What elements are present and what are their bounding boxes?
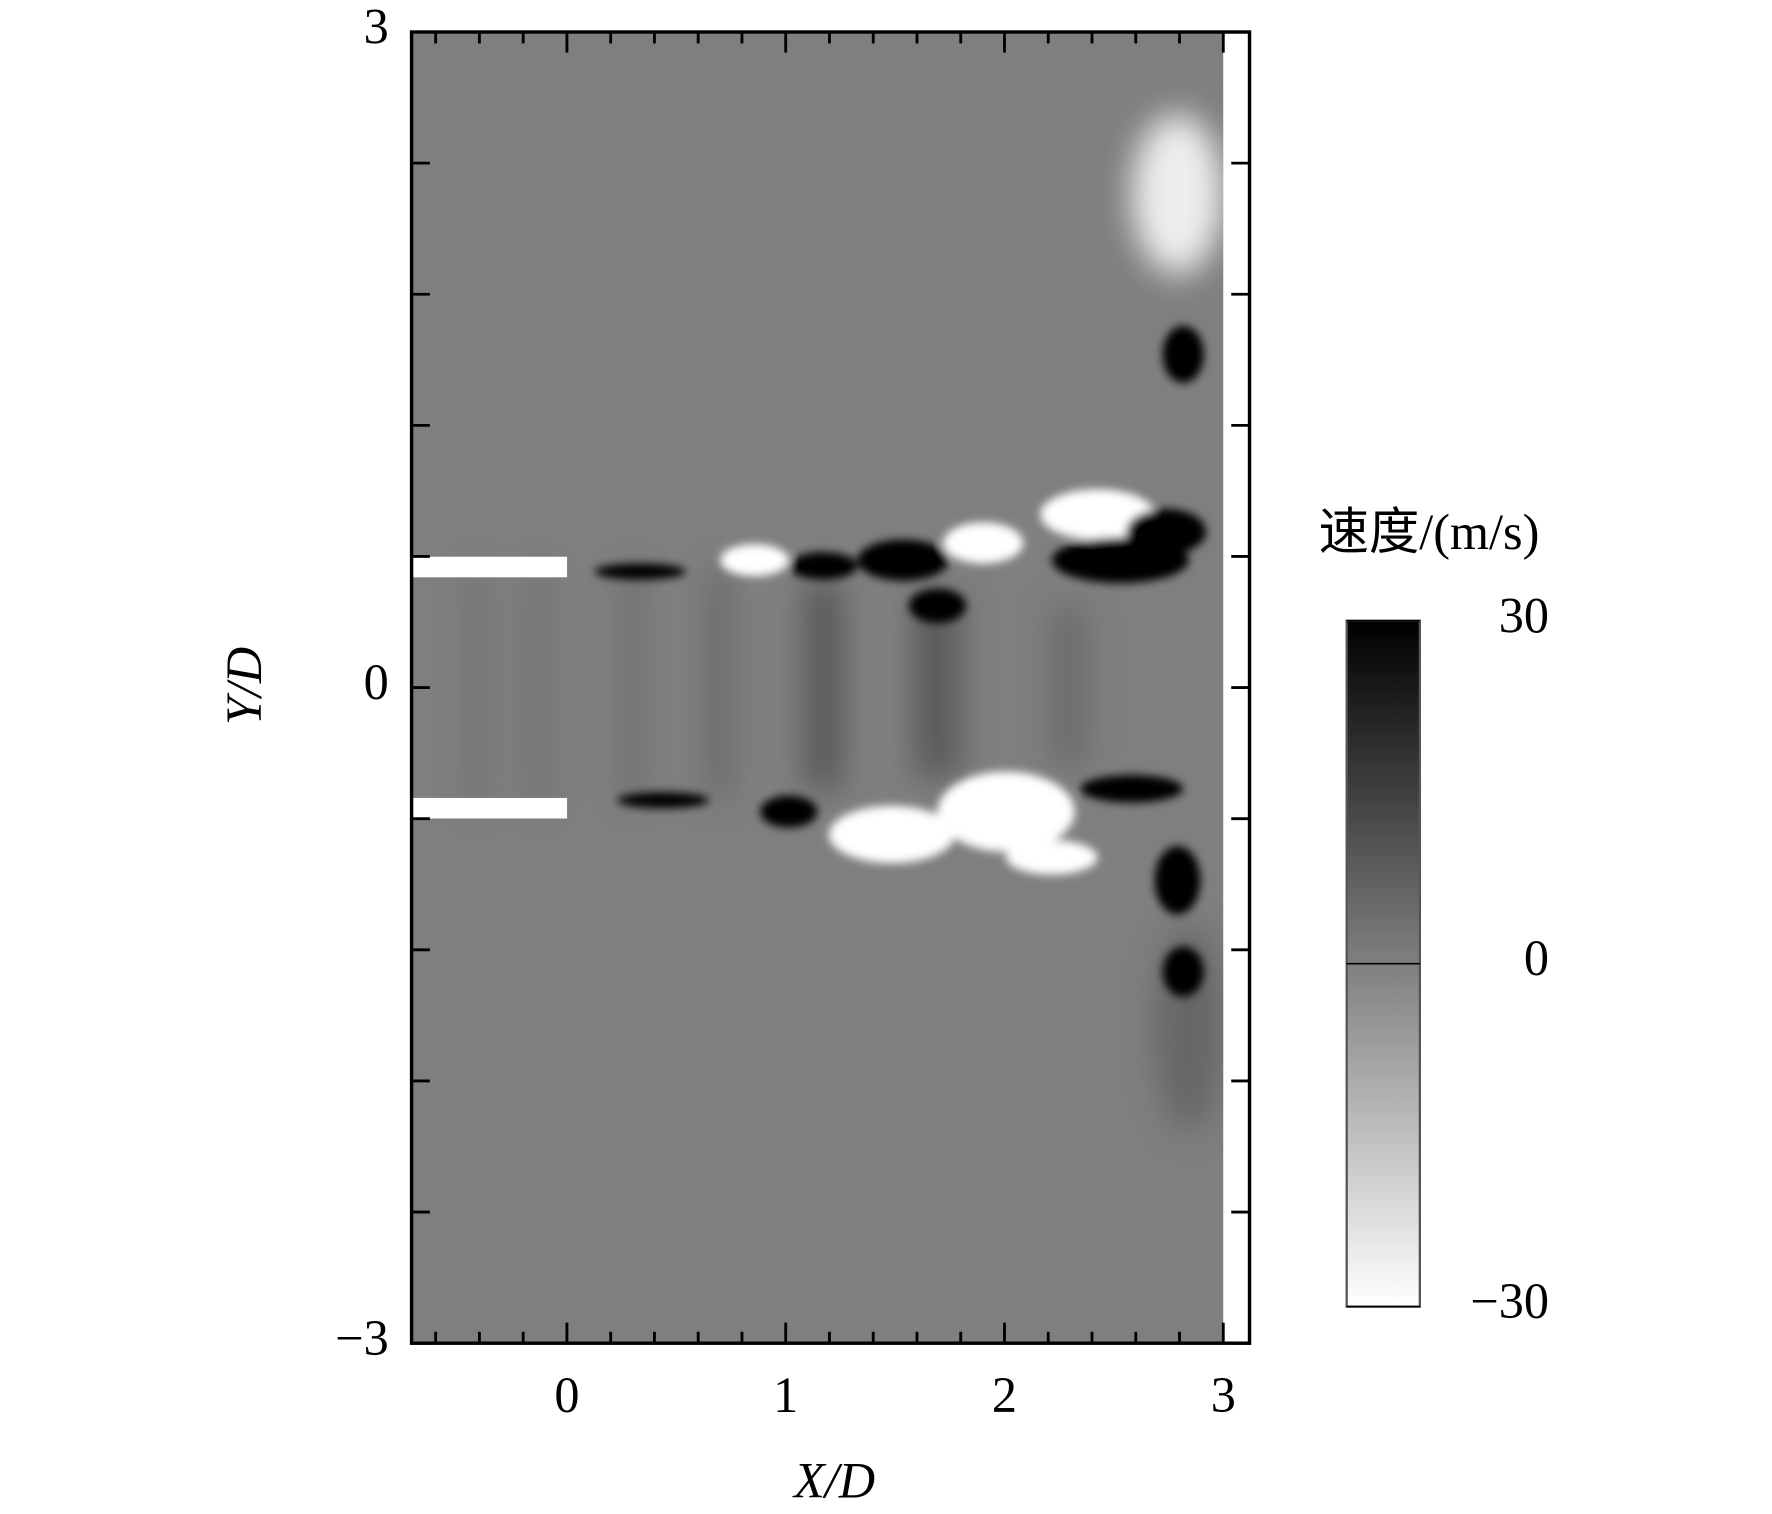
- y-axis-label: Y/D: [216, 647, 272, 725]
- y-tick-label: 3: [364, 0, 389, 55]
- colorbar-tick-label: 0: [1524, 930, 1549, 986]
- colorbar-tick-label: −30: [1470, 1273, 1549, 1329]
- band: [708, 571, 730, 801]
- vortex: [1080, 775, 1184, 803]
- vortex: [1162, 946, 1204, 997]
- x-tick-label: 3: [1211, 1367, 1236, 1423]
- x-axis-label: X/D: [792, 1453, 875, 1509]
- nozzle-wall: [411, 797, 568, 819]
- vortex: [828, 805, 955, 864]
- band: [623, 571, 642, 801]
- vortex: [943, 522, 1024, 564]
- colorbar-tick-label: 30: [1499, 587, 1549, 643]
- vortex: [857, 539, 949, 581]
- band: [805, 583, 841, 789]
- x-tick-label: 1: [773, 1367, 798, 1423]
- vortex: [720, 544, 789, 577]
- vortex: [1126, 508, 1207, 555]
- colorbar-label: 速度/(m/s): [1319, 504, 1540, 560]
- vortex: [760, 795, 818, 828]
- vortex: [594, 563, 686, 580]
- shear-layer: [594, 325, 1207, 997]
- x-tick-label: 2: [992, 1367, 1017, 1423]
- y-tick-label: −3: [335, 1310, 389, 1366]
- jet-core-bands: [468, 114, 1224, 1132]
- x-tick-label: 0: [554, 1367, 579, 1423]
- vortex: [788, 552, 858, 580]
- vortex: [937, 771, 1075, 852]
- vortex: [908, 588, 967, 624]
- band: [914, 594, 961, 778]
- band: [531, 571, 546, 806]
- vortex: [1162, 325, 1204, 383]
- vortex: [1040, 489, 1155, 540]
- nozzle-wall: [411, 556, 568, 578]
- band: [1051, 605, 1087, 766]
- vortex: [1154, 845, 1201, 915]
- y-tick-label: 0: [364, 654, 389, 710]
- flow-field: [411, 114, 1224, 1132]
- vortex: [1006, 840, 1098, 875]
- region: [1131, 114, 1224, 275]
- band: [468, 571, 485, 806]
- vortex: [617, 792, 709, 809]
